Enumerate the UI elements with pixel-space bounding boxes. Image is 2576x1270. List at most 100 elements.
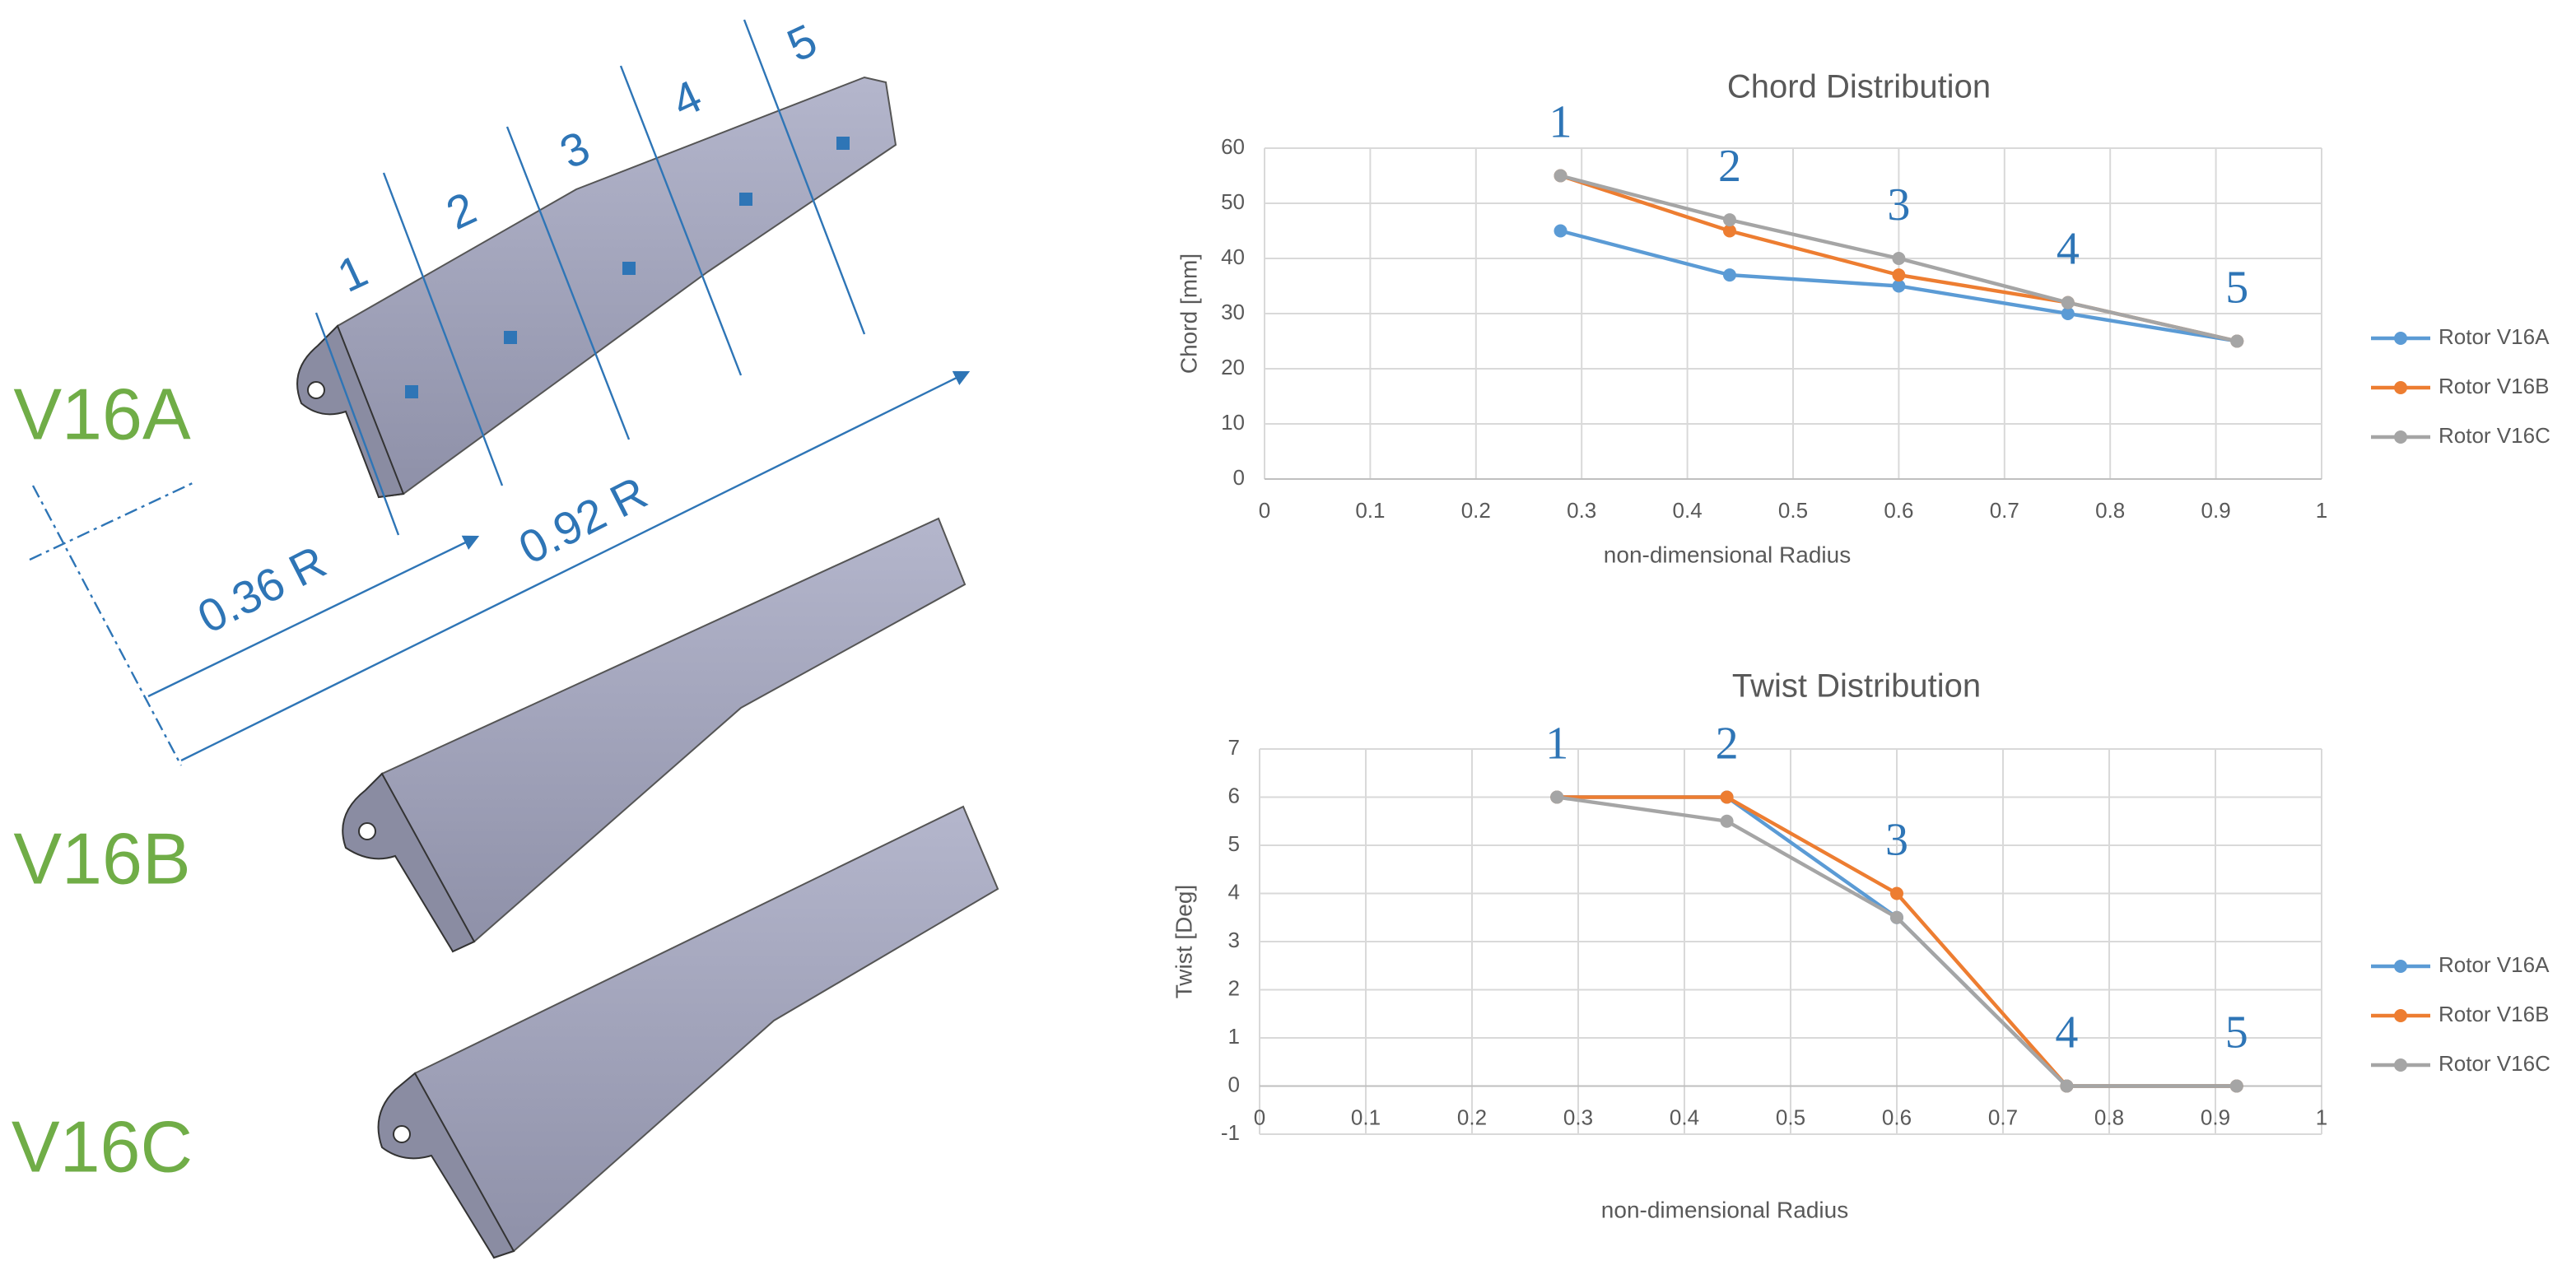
legend-swatch	[2394, 960, 2407, 973]
y-axis-label: Chord [mm]	[1176, 254, 1201, 374]
x-tick-label: 0.7	[1990, 498, 2019, 523]
x-tick-label: 0.5	[1776, 1105, 1805, 1129]
x-tick-label: 0.6	[1884, 498, 1913, 523]
point-annotation: 5	[2225, 1007, 2248, 1058]
point-annotation: 5	[2225, 262, 2248, 313]
y-tick-label: 6	[1228, 783, 1240, 807]
blade-a	[336, 76, 897, 499]
x-tick-label: 0.3	[1567, 498, 1596, 523]
legend-swatch	[2394, 332, 2407, 345]
legend-swatch	[2394, 1009, 2407, 1022]
y-tick-label: 7	[1228, 735, 1240, 760]
series-marker	[2230, 334, 2244, 348]
series-marker	[2229, 1079, 2243, 1093]
series-marker	[1722, 224, 1736, 238]
section-number: 5	[780, 14, 825, 72]
y-tick-label: 10	[1221, 410, 1245, 435]
point-annotation: 4	[2055, 1007, 2078, 1058]
section-number: 3	[552, 121, 598, 179]
x-tick-label: 0.1	[1355, 498, 1385, 523]
legend-swatch	[2394, 1058, 2407, 1072]
legend-label: Rotor V16C	[2439, 1051, 2550, 1076]
point-annotation: 2	[1716, 718, 1739, 769]
x-tick-label: 0.9	[2201, 498, 2231, 523]
section-number: 4	[664, 70, 710, 128]
x-tick-label: 0	[1259, 498, 1270, 523]
point-annotation: 3	[1887, 179, 1910, 230]
series-marker	[1722, 268, 1736, 282]
x-tick-label: 0.9	[2201, 1105, 2230, 1129]
x-tick-label: 0.7	[1988, 1105, 2018, 1129]
x-tick-label: 1	[2316, 1105, 2327, 1129]
x-tick-label: 0.4	[1673, 498, 1703, 523]
blade-c-root	[377, 1072, 515, 1259]
series-marker	[1892, 268, 1906, 282]
legend-label: Rotor V16C	[2439, 423, 2550, 448]
point-annotation: 1	[1549, 96, 1572, 147]
blade-a-hole	[307, 381, 325, 399]
series-marker	[1554, 224, 1567, 238]
y-tick-label: 20	[1221, 355, 1245, 379]
series-marker	[1720, 790, 1734, 804]
blade-a-root	[296, 324, 405, 499]
series-marker	[1722, 213, 1736, 227]
blade-label: V16A	[13, 373, 191, 454]
x-tick-label: 0	[1254, 1105, 1265, 1129]
legend-label: Rotor V16B	[2439, 374, 2549, 398]
blade-b-hole	[358, 822, 376, 840]
y-tick-label: 3	[1228, 928, 1240, 952]
x-tick-label: 1	[2316, 498, 2327, 523]
legend-swatch	[2394, 381, 2407, 394]
series-marker	[1890, 886, 1903, 900]
y-tick-label: 0	[1228, 1072, 1240, 1096]
x-axis-label: non-dimensional Radius	[1601, 1197, 1848, 1222]
y-tick-label: 50	[1221, 189, 1245, 214]
series-marker	[1890, 910, 1903, 924]
series-marker	[1554, 169, 1567, 183]
blade-label: V16B	[13, 817, 190, 899]
blade-label: V16C	[12, 1105, 193, 1187]
series-marker	[1892, 252, 1906, 265]
blade-diagram: 1 2 3 4 5 0.36 R 0.92 R V16A V16B V16C	[12, 14, 999, 1259]
legend-label: Rotor V16A	[2439, 952, 2550, 977]
series-marker	[1720, 814, 1734, 828]
y-tick-label: 2	[1228, 975, 1240, 1000]
x-tick-label: 0.2	[1461, 498, 1491, 523]
series-marker	[1550, 790, 1564, 804]
y-tick-label: 60	[1221, 134, 1245, 159]
chart-title: Chord Distribution	[1727, 69, 1991, 105]
blade-c-hole	[393, 1125, 411, 1143]
point-annotation: 4	[2057, 223, 2080, 274]
x-tick-label: 0.6	[1882, 1105, 1912, 1129]
series-marker	[2061, 307, 2075, 320]
dimension-label: 0.92 R	[510, 466, 655, 574]
legend-swatch	[2394, 430, 2407, 444]
y-tick-label: 0	[1233, 465, 1245, 490]
chart-title: Twist Distribution	[1732, 668, 1981, 705]
legend-label: Rotor V16B	[2439, 1002, 2549, 1026]
series-marker	[2061, 295, 2075, 309]
y-tick-label: 5	[1228, 831, 1240, 856]
point-annotation: 2	[1718, 141, 1741, 192]
blade-b-root	[342, 772, 476, 953]
series-marker	[1892, 279, 1906, 293]
x-tick-label: 0.4	[1670, 1105, 1699, 1129]
point-annotation: 3	[1885, 814, 1908, 865]
x-axis-label: non-dimensional Radius	[1604, 542, 1851, 567]
section-number: 1	[330, 244, 375, 302]
y-tick-label: -1	[1221, 1120, 1240, 1145]
y-axis-label: Twist [Deg]	[1171, 885, 1196, 998]
legend-label: Rotor V16A	[2439, 324, 2550, 349]
section-lines	[29, 19, 971, 766]
y-tick-label: 4	[1228, 879, 1240, 904]
x-tick-label: 0.3	[1563, 1105, 1593, 1129]
dimension-label: 0.36 R	[189, 535, 334, 643]
x-tick-label: 0.5	[1778, 498, 1808, 523]
y-tick-label: 30	[1221, 300, 1245, 324]
x-tick-label: 0.2	[1457, 1105, 1487, 1129]
section-number: 2	[439, 182, 484, 240]
x-tick-label: 0.1	[1351, 1105, 1381, 1129]
x-tick-label: 0.8	[2095, 498, 2125, 523]
